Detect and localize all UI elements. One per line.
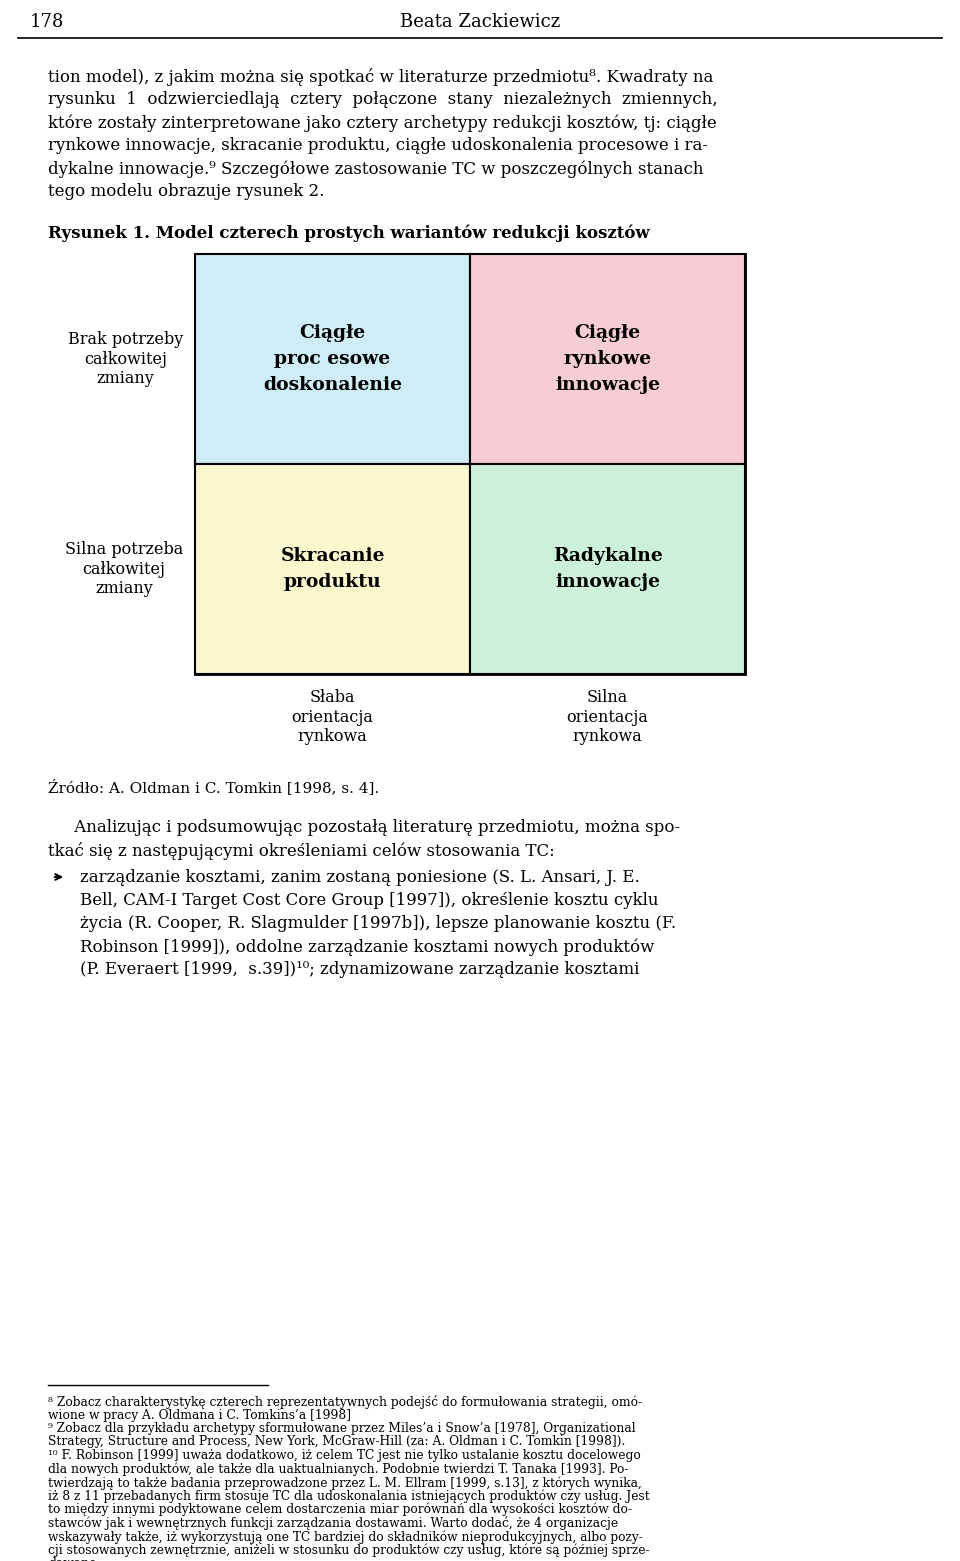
Text: tion model), z jakim można się spotkać w literaturze przedmiotu⁸. Kwadraty na: tion model), z jakim można się spotkać w… xyxy=(48,69,713,86)
Text: ⁸ Zobacz charakterystykę czterech reprezentatywnych podejść do formułowania stra: ⁸ Zobacz charakterystykę czterech reprez… xyxy=(48,1396,642,1410)
Text: Strategy, Structure and Process, New York, McGraw-Hill (za: A. Oldman i C. Tomki: Strategy, Structure and Process, New Yor… xyxy=(48,1436,625,1449)
Bar xyxy=(470,464,745,674)
Bar xyxy=(195,254,470,464)
Text: życia (R. Cooper, R. Slagmulder [1997b]), lepsze planowanie kosztu (F.: życia (R. Cooper, R. Slagmulder [1997b])… xyxy=(80,915,676,932)
Bar xyxy=(195,254,745,674)
Text: iż 8 z 11 przebadanych firm stosuje TC dla udoskonalania istniejących produktów : iż 8 z 11 przebadanych firm stosuje TC d… xyxy=(48,1489,650,1503)
Text: Brak potrzeby
całkowitej
zmiany: Brak potrzeby całkowitej zmiany xyxy=(68,331,183,387)
Text: Radykalne
innowacje: Radykalne innowacje xyxy=(553,546,662,592)
Text: Beata Zackiewicz: Beata Zackiewicz xyxy=(400,12,560,31)
Text: rynkowe innowacje, skracanie produktu, ciągłe udoskonalenia procesowe i ra-: rynkowe innowacje, skracanie produktu, c… xyxy=(48,137,708,155)
Text: rysunku  1  odzwierciedlają  cztery  połączone  stany  niezależnych  zmiennych,: rysunku 1 odzwierciedlają cztery połączo… xyxy=(48,91,718,108)
Text: Ciągłe
rynkowe
innowacje: Ciągłe rynkowe innowacje xyxy=(555,323,660,395)
Text: wskazywały także, iż wykorzystują one TC bardziej do składników nieprodukcyjnych: wskazywały także, iż wykorzystują one TC… xyxy=(48,1530,643,1544)
Text: dykalne innowacje.⁹ Szczegółowe zastosowanie TC w poszczególnych stanach: dykalne innowacje.⁹ Szczegółowe zastosow… xyxy=(48,159,704,178)
Text: Analizując i podsumowując pozostałą literaturę przedmiotu, można spo-: Analizując i podsumowując pozostałą lite… xyxy=(48,820,680,837)
Text: (P. Everaert [1999,  s.39])¹⁰; zdynamizowane zarządzanie kosztami: (P. Everaert [1999, s.39])¹⁰; zdynamizow… xyxy=(80,962,639,979)
Text: Słaba
orientacja
rynkowa: Słaba orientacja rynkowa xyxy=(292,688,373,745)
Text: dla nowych produktów, ale także dla uaktualnianych. Podobnie twierdzi T. Tanaka : dla nowych produktów, ale także dla uakt… xyxy=(48,1463,629,1477)
Text: Bell, CAM-I Target Cost Core Group [1997]), określenie kosztu cyklu: Bell, CAM-I Target Cost Core Group [1997… xyxy=(80,891,659,909)
Text: twierdzają to także badania przeprowadzone przez L. M. Ellram [1999, s.13], z kt: twierdzają to także badania przeprowadzo… xyxy=(48,1477,642,1489)
Text: tkać się z następującymi określeniami celów stosowania TC:: tkać się z następującymi określeniami ce… xyxy=(48,841,555,860)
Text: Ciągłe
proc esowe
doskonalenie: Ciągłe proc esowe doskonalenie xyxy=(263,323,402,395)
Text: Skracanie
produktu: Skracanie produktu xyxy=(280,546,385,592)
Text: Robinson [1999]), oddolne zarządzanie kosztami nowych produktów: Robinson [1999]), oddolne zarządzanie ko… xyxy=(80,938,655,955)
Text: cji stosowanych zewnętrznie, aniżeli w stosunku do produktów czy usług, które są: cji stosowanych zewnętrznie, aniżeli w s… xyxy=(48,1544,650,1556)
Text: stawców jak i wewnętrznych funkcji zarządzania dostawami. Warto dodać, że 4 orga: stawców jak i wewnętrznych funkcji zarzą… xyxy=(48,1516,618,1530)
Text: ¹⁰ F. Robinson [1999] uważa dodatkowo, iż celem TC jest nie tylko ustalanie kosz: ¹⁰ F. Robinson [1999] uważa dodatkowo, i… xyxy=(48,1449,640,1463)
Text: 178: 178 xyxy=(30,12,64,31)
Text: to między innymi podyktowane celem dostarczenia miar porównań dla wysokości kosz: to między innymi podyktowane celem dosta… xyxy=(48,1503,632,1516)
Text: zarządzanie kosztami, zanim zostaną poniesione (S. L. Ansari, J. E.: zarządzanie kosztami, zanim zostaną poni… xyxy=(80,869,639,887)
Text: tego modelu obrazuje rysunek 2.: tego modelu obrazuje rysunek 2. xyxy=(48,183,324,200)
Text: które zostały zinterpretowane jako cztery archetypy redukcji kosztów, tj: ciągłe: które zostały zinterpretowane jako czter… xyxy=(48,114,717,131)
Text: Silna
orientacja
rynkowa: Silna orientacja rynkowa xyxy=(566,688,648,745)
Bar xyxy=(470,254,745,464)
Text: Rysunek 1. Model czterech prostych wariantów redukcji kosztów: Rysunek 1. Model czterech prostych waria… xyxy=(48,223,650,242)
Text: Źródło: A. Oldman i C. Tomkin [1998, s. 4].: Źródło: A. Oldman i C. Tomkin [1998, s. … xyxy=(48,779,379,795)
Text: Silna potrzeba
całkowitej
zmiany: Silna potrzeba całkowitej zmiany xyxy=(64,542,183,598)
Text: dawane.: dawane. xyxy=(48,1556,100,1561)
Text: wione w pracy A. Oldmana i C. Tomkins’a [1998]: wione w pracy A. Oldmana i C. Tomkins’a … xyxy=(48,1408,351,1422)
Bar xyxy=(195,464,470,674)
Text: ⁹ Zobacz dla przykładu archetypy sformułowane przez Miles’a i Snow’a [1978], Org: ⁹ Zobacz dla przykładu archetypy sformuł… xyxy=(48,1422,636,1435)
